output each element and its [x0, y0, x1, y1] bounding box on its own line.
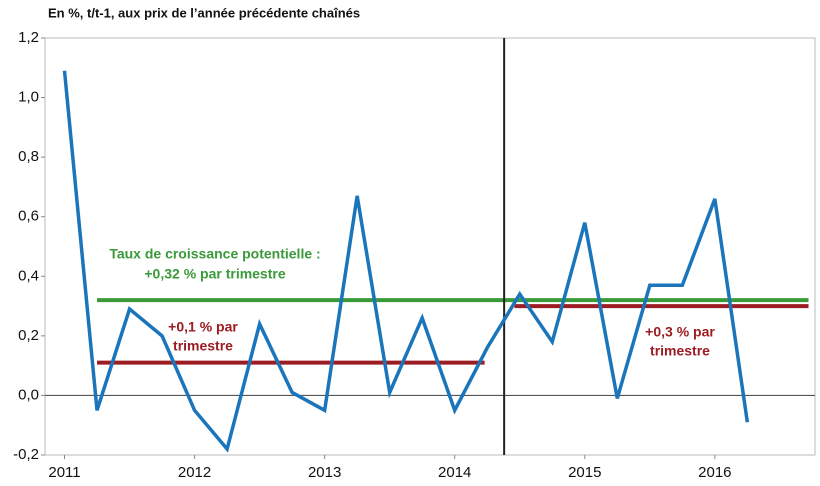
y-tick-label: 0,4 [18, 267, 39, 284]
y-tick-label: 0,2 [18, 327, 39, 344]
y-tick-label: 0,6 [18, 208, 39, 225]
chart-subtitle: En %, t/t-1, aux prix de l’année précéde… [48, 5, 360, 20]
x-tick-label: 2016 [698, 464, 731, 481]
y-tick-label: 1,0 [18, 89, 39, 106]
annotation: trimestre [650, 343, 710, 359]
annotation: +0,1 % par [168, 319, 238, 335]
y-tick-label: 0,8 [18, 148, 39, 165]
annotation: Taux de croissance potentielle : [109, 246, 320, 262]
x-tick-label: 2014 [438, 464, 471, 481]
x-tick-label: 2013 [308, 464, 341, 481]
y-tick-label: 1,2 [18, 29, 39, 46]
x-tick-label: 2012 [178, 464, 211, 481]
y-tick-label: -0,2 [13, 446, 39, 463]
data-line [62, 70, 750, 453]
x-tick-label: 2011 [48, 464, 80, 481]
annotation: +0,3 % par [645, 324, 715, 340]
x-tick-label: 2015 [568, 464, 601, 481]
plot-frame [44, 37, 816, 456]
annotation: +0,32 % par trimestre [144, 266, 285, 282]
y-tick-label: 0,0 [18, 386, 39, 403]
annotation: trimestre [173, 338, 233, 354]
